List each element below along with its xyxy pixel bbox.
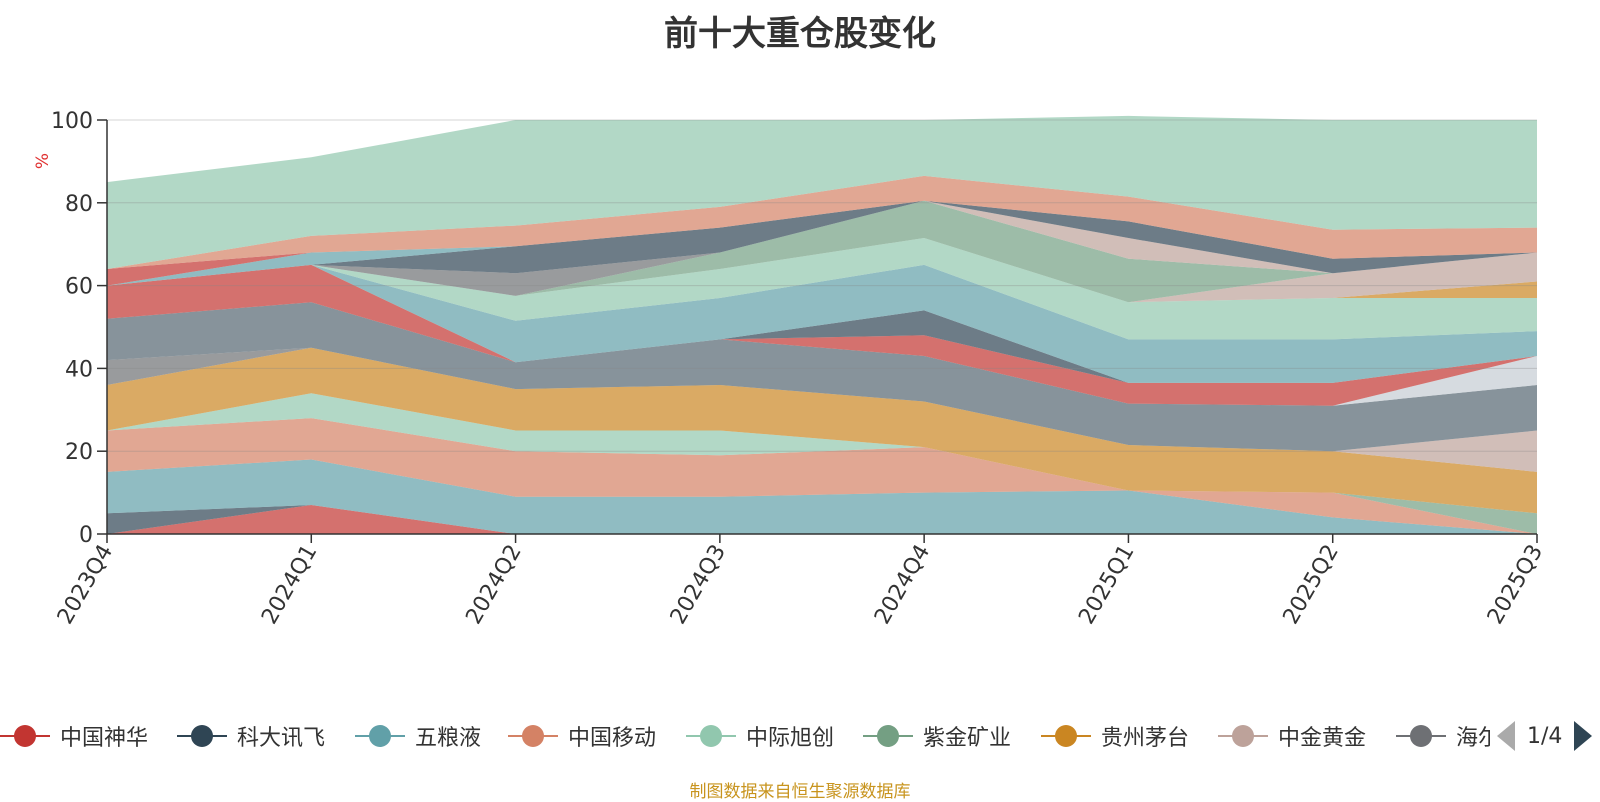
area-series-9[interactable] — [107, 302, 1537, 452]
legend-label: 中金黄金 — [1278, 726, 1367, 751]
legend-label: 海尔智家 — [1456, 726, 1490, 751]
x-tick-label: 2024Q3 — [666, 541, 731, 629]
legend-marker-icon — [1396, 725, 1446, 747]
area-series-24[interactable] — [107, 115, 1537, 270]
area-layer — [107, 115, 1537, 535]
legend-marker-icon — [355, 725, 405, 747]
x-tick-label: 2025Q3 — [1483, 541, 1548, 629]
legend-pager: 1/4 — [1497, 716, 1593, 756]
area-series-1[interactable] — [107, 505, 1537, 534]
legend-label: 中国移动 — [568, 726, 657, 751]
legend-label: 中际旭创 — [746, 726, 835, 751]
x-tick-label: 2024Q4 — [870, 541, 935, 629]
chart-title: 前十大重仓股变化 — [664, 14, 936, 54]
legend-marker-icon — [508, 725, 558, 747]
legend-marker-icon — [177, 725, 227, 747]
legend-label: 紫金矿业 — [923, 726, 1012, 751]
area-series-8[interactable] — [107, 347, 1537, 452]
legend-marker-icon — [686, 725, 736, 747]
x-tick-label: 2024Q1 — [257, 541, 322, 629]
legend-item[interactable]: 科大讯飞 — [177, 714, 325, 758]
legend-item[interactable]: 海尔智家 — [1396, 714, 1490, 758]
area-series-11[interactable] — [107, 264, 1537, 406]
legend-label: 中国神华 — [60, 726, 149, 751]
legend-next-page-button[interactable] — [1574, 721, 1593, 751]
legend-marker-icon — [0, 725, 50, 747]
legend-marker-icon — [1218, 725, 1268, 747]
x-tick-label: 2025Q1 — [1074, 541, 1139, 629]
y-axis-label: % — [33, 153, 53, 169]
legend-label: 科大讯飞 — [237, 726, 326, 751]
area-series-0[interactable] — [107, 505, 1537, 534]
area-series-14[interactable] — [107, 238, 1537, 340]
area-series-17[interactable] — [107, 200, 1537, 303]
legend-label: 五粮液 — [415, 726, 482, 751]
x-tick-label: 2024Q2 — [461, 541, 526, 629]
legend-item[interactable]: 中际旭创 — [686, 714, 834, 758]
y-tick-label: 0 — [79, 523, 93, 548]
legend-item[interactable]: 紫金矿业 — [863, 714, 1011, 758]
area-series-10[interactable] — [107, 302, 1537, 406]
gridlines — [107, 119, 1537, 452]
legend: 中国神华 科大讯飞 五粮液 中国移动 中际旭创 紫金矿业 贵州茅台 中金黄金 海尔智家 — [0, 714, 1490, 758]
x-tick-label: 2023Q4 — [53, 541, 118, 629]
x-tick-label: 2025Q2 — [1279, 541, 1344, 629]
legend-marker-icon — [1041, 725, 1091, 747]
area-series-23[interactable] — [107, 175, 1537, 269]
area-series-15[interactable] — [107, 238, 1537, 303]
y-tick-label: 40 — [65, 357, 93, 382]
y-tick-label: 60 — [65, 275, 93, 300]
y-tick-label: 100 — [51, 109, 93, 134]
legend-marker-icon — [863, 725, 913, 747]
data-source-note: 制图数据来自恒生聚源数据库 — [689, 782, 911, 802]
area-series-19[interactable] — [107, 200, 1537, 296]
area-series-13[interactable] — [107, 264, 1537, 383]
y-tick-label: 20 — [65, 440, 93, 465]
legend-item[interactable]: 中金黄金 — [1218, 714, 1366, 758]
y-tick-label: 80 — [65, 192, 93, 217]
area-series-6[interactable] — [107, 347, 1537, 514]
legend-item[interactable]: 中国移动 — [508, 714, 656, 758]
area-series-2[interactable] — [107, 459, 1537, 535]
legend-item[interactable]: 五粮液 — [355, 714, 481, 758]
legend-item[interactable]: 中国神华 — [0, 714, 148, 758]
legend-page-indicator: 1/4 — [1527, 723, 1563, 749]
area-series-4[interactable] — [107, 393, 1537, 534]
legend-prev-page-button[interactable] — [1497, 721, 1515, 751]
area-series-20[interactable] — [107, 200, 1537, 286]
area-series-3[interactable] — [107, 418, 1537, 534]
stacked-area-chart: 0 20 40 60 80 100 2023Q4 2024Q1 2024Q2 2024Q3 2024… — [33, 109, 1548, 629]
legend-item[interactable]: 贵州茅台 — [1041, 714, 1189, 758]
legend-label: 贵州茅台 — [1101, 726, 1190, 751]
